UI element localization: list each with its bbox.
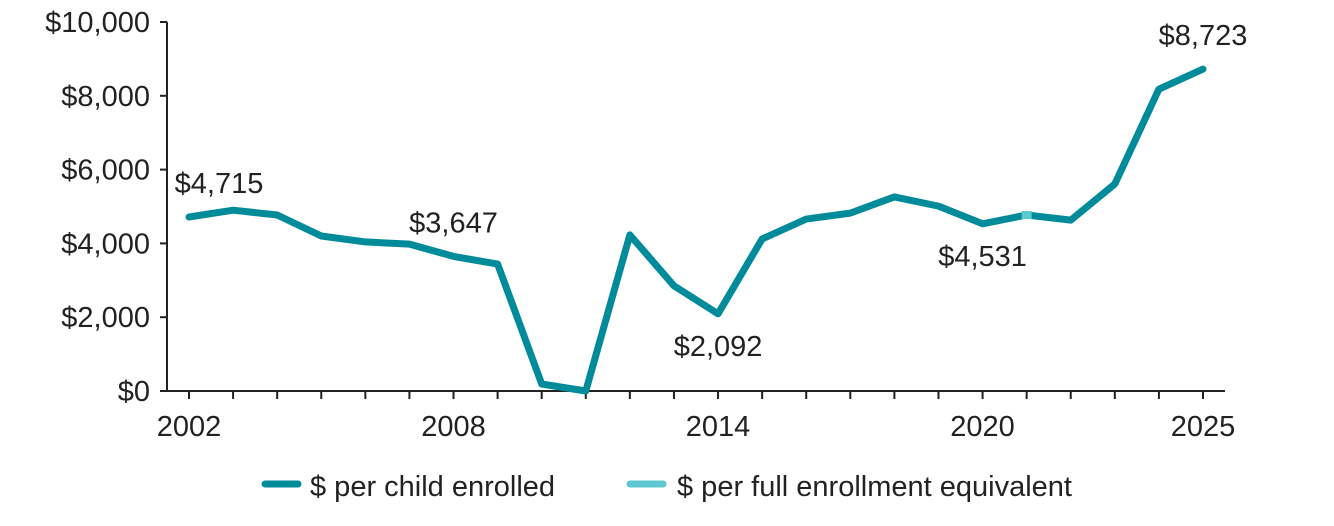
y-tick-label: $2,000: [61, 302, 150, 334]
y-tick-label: $8,000: [61, 81, 150, 113]
y-tick-label: $4,000: [61, 228, 150, 260]
x-tick-label: 2020: [950, 411, 1015, 443]
data-labels: $4,715 $3,647 $2,092 $4,531 $8,723: [175, 20, 1248, 363]
y-tick-label: $10,000: [45, 7, 150, 39]
data-point-full-enrollment: [1021, 210, 1032, 219]
y-tick-label: $0: [118, 376, 150, 408]
data-label: $3,647: [409, 207, 498, 239]
axes: $0 $2,000 $4,000 $6,000 $8,000 $10,000 2002 200…: [45, 7, 1235, 443]
data-label: $2,092: [674, 331, 763, 363]
series-line-per-child: [185, 65, 1207, 395]
legend: $ per child enrolled $ per full enrollme…: [261, 471, 1072, 503]
data-label: $8,723: [1159, 20, 1248, 52]
x-tick-label: 2025: [1171, 411, 1236, 443]
legend-label-per-child: $ per child enrolled: [310, 471, 555, 503]
x-tick-label: 2002: [157, 411, 222, 443]
x-tick-label: 2008: [421, 411, 486, 443]
data-label: $4,715: [175, 168, 264, 200]
data-label: $4,531: [938, 241, 1027, 273]
x-tick-label: 2014: [686, 411, 751, 443]
series-lines: [185, 65, 1207, 395]
legend-label-full-enrollment: $ per full enrollment equivalent: [677, 471, 1072, 503]
y-tick-label: $6,000: [61, 155, 150, 187]
